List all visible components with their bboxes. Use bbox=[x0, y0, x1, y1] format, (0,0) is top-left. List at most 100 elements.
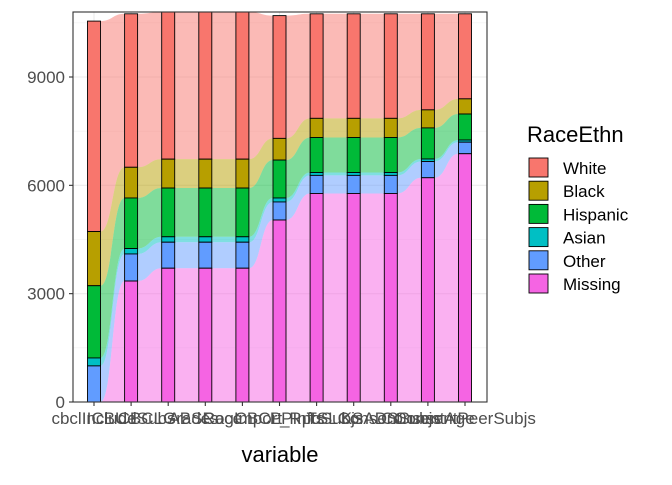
legend-key-other bbox=[528, 250, 549, 271]
flow-missing bbox=[323, 193, 348, 402]
stratum-black bbox=[235, 158, 250, 189]
flow-hispanic bbox=[174, 188, 199, 237]
flow-white bbox=[137, 12, 162, 168]
stratum-asian bbox=[272, 197, 287, 203]
legend-label-missing: Missing bbox=[563, 275, 621, 294]
flow-asian bbox=[360, 172, 385, 176]
stratum-black bbox=[309, 117, 324, 138]
flow-black bbox=[248, 138, 273, 189]
stratum-white bbox=[346, 13, 361, 119]
stratum-other bbox=[383, 174, 398, 194]
stratum-missing bbox=[309, 193, 324, 403]
flow-black bbox=[286, 118, 311, 161]
flow-asian bbox=[211, 236, 236, 243]
flows bbox=[100, 12, 459, 402]
flow-other bbox=[323, 175, 348, 194]
flow-white bbox=[360, 13, 385, 119]
stratum-asian bbox=[87, 357, 101, 367]
flow-black bbox=[137, 159, 162, 198]
flow-asian bbox=[137, 236, 162, 254]
stratum-other bbox=[420, 161, 435, 179]
legend: RaceEthn White Black Hispanic Asian Other Miss… bbox=[527, 122, 629, 294]
stratum-white bbox=[458, 13, 472, 100]
flow-black bbox=[397, 109, 422, 138]
y-axis: 0 3000 6000 9000 bbox=[27, 68, 73, 412]
stratum-asian bbox=[161, 236, 176, 243]
stratum-missing bbox=[272, 219, 287, 403]
flow-asian bbox=[286, 172, 311, 202]
flow-hispanic bbox=[434, 114, 459, 159]
flow-white bbox=[397, 13, 422, 119]
stratum-other bbox=[235, 241, 250, 269]
x-tick-label: CogImport bbox=[203, 409, 283, 428]
flow-asian bbox=[397, 158, 422, 176]
flow-hispanic bbox=[211, 188, 236, 237]
stratum-other bbox=[124, 253, 139, 282]
x-axis: cbclIncludeICBUdSubsCBCLGradesABSRaceCog… bbox=[51, 402, 536, 428]
stratum-hispanic bbox=[161, 187, 176, 238]
flow-black bbox=[434, 98, 459, 128]
stratum-black bbox=[161, 158, 176, 189]
flow-black bbox=[174, 159, 199, 189]
stratum-black bbox=[87, 231, 101, 287]
stratum-missing bbox=[198, 267, 213, 403]
x-tick-label: ICBUdSubs bbox=[87, 409, 176, 428]
stratum-missing bbox=[161, 267, 176, 403]
legend-label-black: Black bbox=[563, 182, 605, 201]
legend-title: RaceEthn bbox=[527, 122, 624, 147]
stratum-black bbox=[198, 158, 213, 189]
stratum-white bbox=[198, 11, 213, 160]
stratum-asian bbox=[124, 248, 139, 255]
flow-asian bbox=[174, 236, 199, 243]
flow-other bbox=[137, 242, 162, 282]
x-tick-label: cbclInclude bbox=[51, 409, 136, 428]
flow-other bbox=[286, 175, 311, 220]
legend-label-other: Other bbox=[563, 252, 606, 271]
flow-black bbox=[323, 118, 348, 138]
stratum-white bbox=[309, 13, 324, 119]
flow-hispanic bbox=[286, 137, 311, 198]
flow-hispanic bbox=[248, 160, 273, 237]
y-tick-label: 3000 bbox=[27, 285, 65, 304]
stratum-white bbox=[383, 13, 398, 119]
flow-black bbox=[100, 167, 125, 286]
flow-missing bbox=[434, 153, 459, 402]
stratum-white bbox=[124, 13, 139, 168]
stratum-hispanic bbox=[235, 187, 250, 238]
x-tick-label: CBCLGrades bbox=[118, 409, 219, 428]
stratum-white bbox=[272, 15, 287, 139]
stratum-hispanic bbox=[346, 137, 361, 173]
flow-white bbox=[248, 12, 273, 160]
stratum-hispanic bbox=[383, 137, 398, 173]
stratum-missing bbox=[124, 280, 139, 403]
stratum-black bbox=[346, 117, 361, 138]
stratum-hispanic bbox=[87, 285, 101, 359]
stratum-other bbox=[198, 241, 213, 269]
x-axis-title: variable bbox=[241, 442, 318, 467]
stratum-asian bbox=[198, 236, 213, 243]
flow-white bbox=[211, 12, 236, 160]
stratum-white bbox=[420, 13, 435, 111]
stratum-white bbox=[235, 11, 250, 160]
stratum-hispanic bbox=[272, 159, 287, 199]
flow-hispanic bbox=[323, 137, 348, 173]
flow-missing bbox=[286, 193, 311, 402]
flow-hispanic bbox=[137, 188, 162, 249]
flow-missing bbox=[100, 281, 125, 402]
x-tick-label: TSLConsent bbox=[306, 409, 401, 428]
stratum-missing bbox=[346, 193, 361, 403]
y-tick-label: 6000 bbox=[27, 176, 65, 195]
flow-other bbox=[100, 253, 125, 402]
stratum-black bbox=[272, 137, 287, 161]
flow-other bbox=[211, 242, 236, 269]
stratum-black bbox=[124, 166, 139, 199]
stratum-missing bbox=[383, 193, 398, 403]
flow-missing bbox=[248, 220, 273, 402]
flow-other bbox=[248, 201, 273, 269]
stratum-hispanic bbox=[458, 113, 472, 141]
stratum-other bbox=[272, 201, 287, 221]
stratum-other bbox=[161, 241, 176, 269]
stratum-missing bbox=[420, 177, 435, 403]
flow-hispanic bbox=[100, 197, 125, 358]
